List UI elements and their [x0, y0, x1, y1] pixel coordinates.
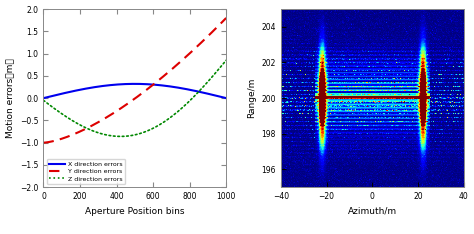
X-axis label: Aperture Position bins: Aperture Position bins [85, 207, 184, 216]
Y-axis label: Motion errors（m）: Motion errors（m） [6, 58, 15, 138]
Y-axis label: Range/m: Range/m [247, 78, 256, 118]
X-axis label: Azimuth/m: Azimuth/m [347, 207, 397, 216]
Legend: X direction errors, Y direction errors, Z direction errors: X direction errors, Y direction errors, … [46, 159, 125, 184]
